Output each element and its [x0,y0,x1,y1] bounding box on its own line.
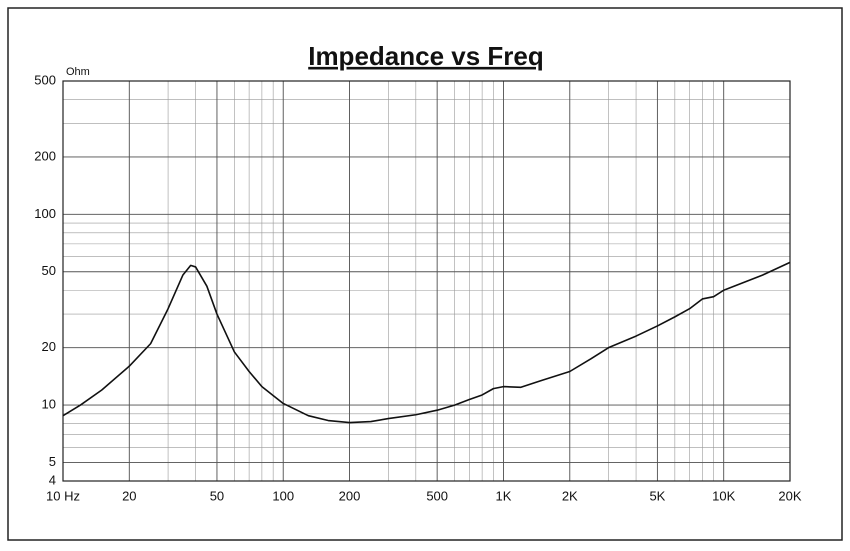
x-tick-label: 200 [339,488,361,503]
y-tick-label: 4 [49,472,56,487]
x-tick-label: 5K [649,488,665,503]
y-tick-label: 20 [42,339,56,354]
x-tick-label: 100 [272,488,294,503]
y-tick-label: 200 [34,148,56,163]
y-tick-label: 5 [49,454,56,469]
y-axis-label: Ohm [66,66,90,78]
x-tick-label: 10 Hz [46,488,80,503]
chart-title: Impedance vs Freq [308,41,544,71]
x-tick-label: 20K [778,488,801,503]
x-tick-label: 50 [210,488,224,503]
x-tick-label: 500 [426,488,448,503]
y-tick-label: 10 [42,397,56,412]
x-tick-label: 20 [122,488,136,503]
y-tick-label: 100 [34,206,56,221]
y-tick-label: 50 [42,263,56,278]
frame [7,7,843,541]
plot-border [62,80,791,482]
x-tick-label: 1K [496,488,512,503]
x-tick-label: 10K [712,488,735,503]
data-line [62,261,791,424]
x-tick-label: 2K [562,488,578,503]
y-tick-label: 500 [34,72,56,87]
